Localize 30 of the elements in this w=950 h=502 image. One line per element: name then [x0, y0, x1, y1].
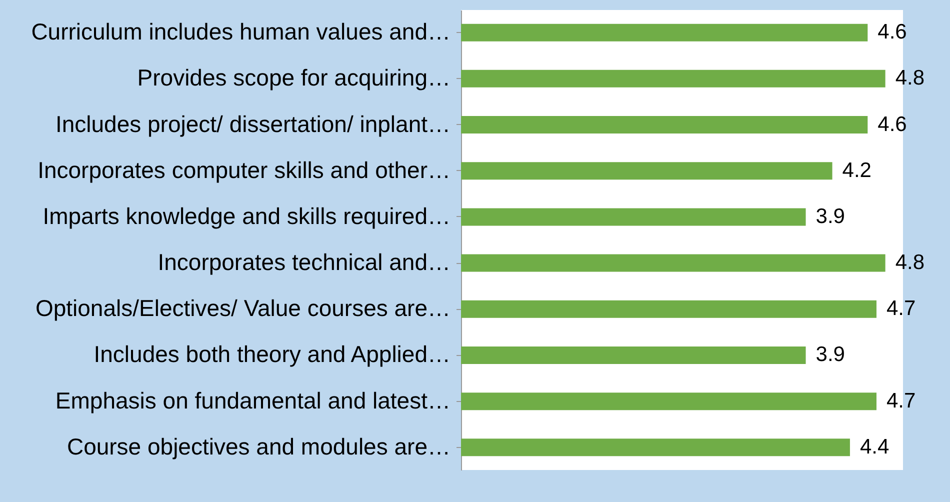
bar [461, 116, 868, 134]
data-label: 4.8 [895, 251, 925, 274]
data-label: 4.6 [878, 112, 907, 136]
bar [461, 70, 886, 88]
y-tick-label: Provides scope for acquiring… [137, 64, 450, 91]
y-tick-label: Incorporates computer skills and other… [38, 156, 450, 183]
bar [461, 208, 806, 226]
data-label: 4.4 [860, 435, 890, 458]
bar [461, 438, 850, 456]
y-tick-label: Course objectives and modules are… [66, 433, 450, 460]
data-label: 3.9 [816, 204, 845, 228]
y-tick-label: Optionals/Electives/ Value courses are… [35, 295, 450, 322]
y-tick-label: Includes both theory and Applied… [94, 341, 450, 368]
y-tick-label: Incorporates technical and… [158, 249, 450, 276]
data-label: 4.7 [886, 297, 916, 320]
data-label: 4.6 [878, 20, 907, 44]
bar [461, 254, 886, 272]
data-label: 4.8 [895, 66, 925, 90]
bar [461, 392, 876, 410]
data-label: 3.9 [816, 343, 845, 366]
bar [461, 300, 876, 318]
bar [461, 346, 806, 364]
y-tick-label: Curriculum includes human values and… [31, 18, 450, 45]
bar [461, 24, 868, 42]
data-label: 4.7 [886, 389, 916, 412]
y-tick-label: Imparts knowledge and skills required… [42, 202, 450, 229]
data-label: 4.2 [842, 158, 872, 182]
bar [461, 162, 832, 180]
y-tick-label: Includes project/ dissertation/ inplant… [55, 110, 450, 137]
y-tick-label: Emphasis on fundamental and latest… [55, 387, 450, 414]
